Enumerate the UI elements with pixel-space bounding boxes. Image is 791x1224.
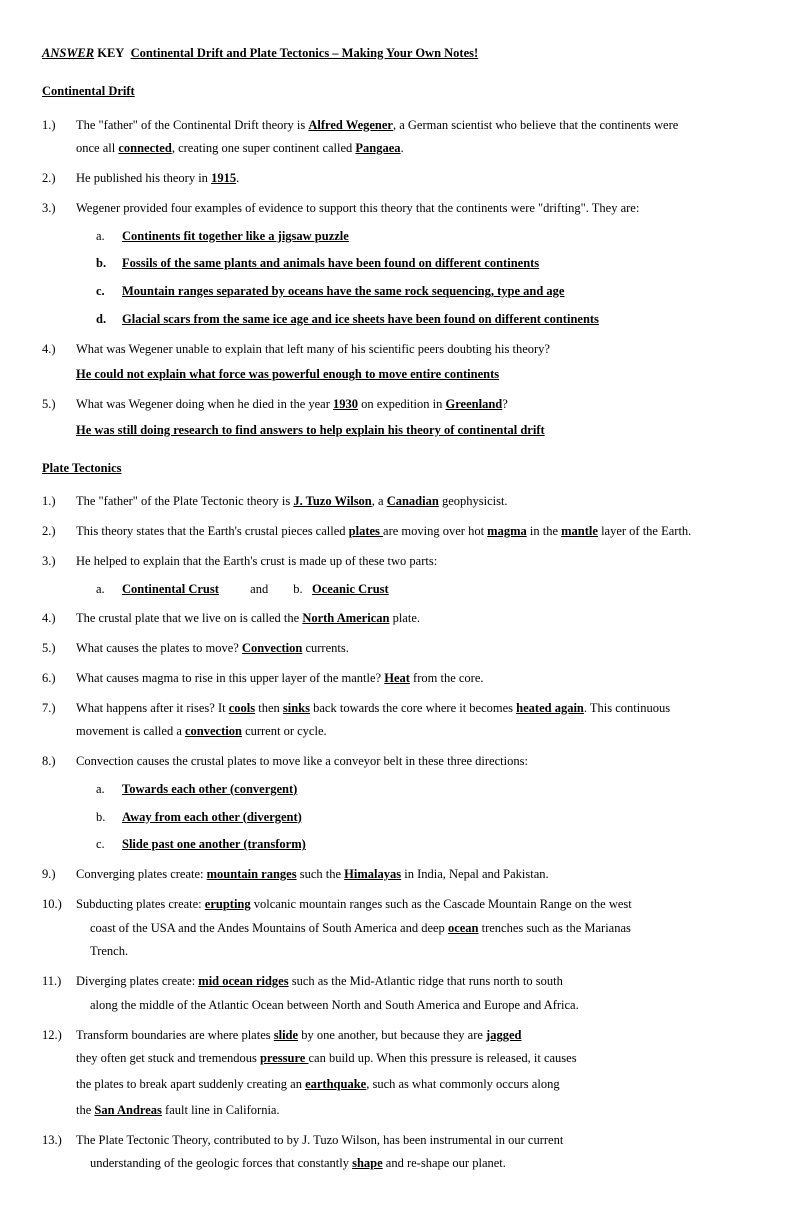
pt-dir-c: c.Slide past one another (transform) [122,833,749,857]
pt-dir-b: b.Away from each other (divergent) [122,806,749,830]
pt-crust-a: a.Continental Crust and b. Oceanic Crust [122,578,749,602]
cd-evidence-d: d.Glacial scars from the same ice age an… [122,308,749,332]
cd-evidence-b: b.Fossils of the same plants and animals… [122,252,749,276]
cd-item-4: 4.) What was Wegener unable to explain t… [76,338,749,388]
pt-item-5: 5.) What causes the plates to move? Conv… [76,637,749,661]
pt-item-8: 8.) Convection causes the crustal plates… [76,750,749,857]
pt-crust-list: a.Continental Crust and b. Oceanic Crust [76,578,749,602]
pt-list: 1.) The "father" of the Plate Tectonic t… [42,490,749,1176]
cd-evidence-a: a.Continents fit together like a jigsaw … [122,225,749,249]
cd-list: 1.) The "father" of the Continental Drif… [42,114,749,443]
section-heading-cd: Continental Drift [42,80,749,104]
key-label: KEY [97,46,124,60]
pt-item-1: 1.) The "father" of the Plate Tectonic t… [76,490,749,514]
answer-label: ANSWER [42,46,94,60]
cd-item-3: 3.) Wegener provided four examples of ev… [76,197,749,332]
pt-item-7: 7.) What happens after it rises? It cool… [76,697,749,745]
pt-directions-list: a.Towards each other (convergent) b.Away… [76,778,749,857]
cd-evidence-list: a.Continents fit together like a jigsaw … [76,225,749,332]
pt-item-9: 9.) Converging plates create: mountain r… [76,863,749,887]
pt-item-12: 12.) Transform boundaries are where plat… [76,1024,749,1123]
pt-item-11: 11.) Diverging plates create: mid ocean … [76,970,749,1018]
pt-item-3: 3.) He helped to explain that the Earth'… [76,550,749,602]
pt-item-2: 2.) This theory states that the Earth's … [76,520,749,544]
page-title: ANSWER KEY Continental Drift and Plate T… [42,42,749,66]
cd-item-5: 5.) What was Wegener doing when he died … [76,393,749,443]
title-text: Continental Drift and Plate Tectonics – … [131,46,479,60]
cd-item-2: 2.) He published his theory in 1915. [76,167,749,191]
pt-dir-a: a.Towards each other (convergent) [122,778,749,802]
cd-evidence-c: c.Mountain ranges separated by oceans ha… [122,280,749,304]
cd-item-1: 1.) The "father" of the Continental Drif… [76,114,749,162]
section-heading-pt: Plate Tectonics [42,457,749,481]
pt-item-10: 10.) Subducting plates create: erupting … [76,893,749,964]
pt-item-13: 13.) The Plate Tectonic Theory, contribu… [76,1129,749,1177]
pt-item-4: 4.) The crustal plate that we live on is… [76,607,749,631]
pt-item-6: 6.) What causes magma to rise in this up… [76,667,749,691]
